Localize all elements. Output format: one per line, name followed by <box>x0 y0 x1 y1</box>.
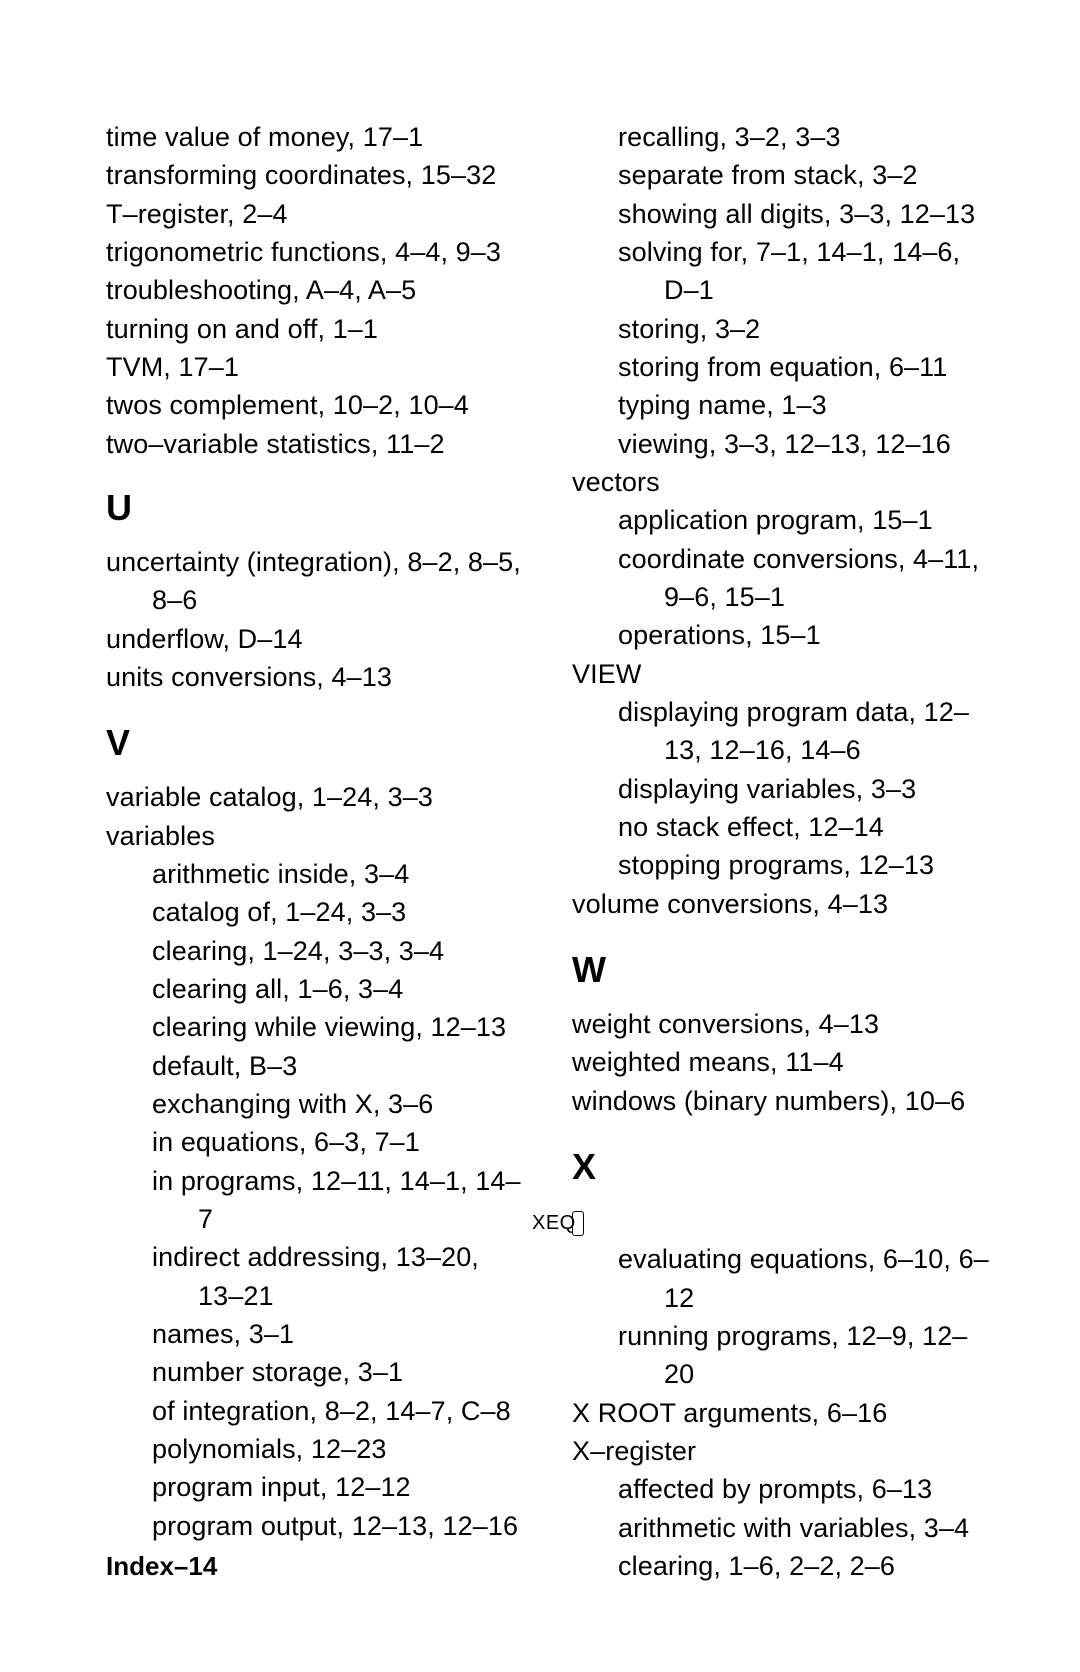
index-subentry: exchanging with X, 3–6 <box>106 1085 524 1123</box>
index-page: time value of money, 17–1 transforming c… <box>0 0 1080 1672</box>
index-entry-key: XEQ <box>572 1202 990 1240</box>
index-entry: turning on and off, 1–1 <box>106 310 524 348</box>
index-subentry: clearing, 1–6, 2–2, 2–6 <box>572 1547 990 1585</box>
left-column: time value of money, 17–1 transforming c… <box>106 118 524 1585</box>
section-heading-w: W <box>572 949 990 991</box>
index-entry: time value of money, 17–1 <box>106 118 524 156</box>
index-subentry: of integration, 8–2, 14–7, C–8 <box>106 1392 524 1430</box>
index-subentry: clearing while viewing, 12–13 <box>106 1008 524 1046</box>
index-subentry: displaying program data, 12–13, 12–16, 1… <box>572 693 990 770</box>
index-subentry: evaluating equations, 6–10, 6–12 <box>572 1240 990 1317</box>
page-footer: Index–14 <box>106 1551 217 1582</box>
index-subentry: names, 3–1 <box>106 1315 524 1353</box>
index-subentry: default, B–3 <box>106 1047 524 1085</box>
index-entry: T–register, 2–4 <box>106 195 524 233</box>
index-subentry: displaying variables, 3–3 <box>572 770 990 808</box>
index-entry: windows (binary numbers), 10–6 <box>572 1082 990 1120</box>
index-entry: transforming coordinates, 15–32 <box>106 156 524 194</box>
index-subentry: polynomials, 12–23 <box>106 1430 524 1468</box>
index-entry: volume conversions, 4–13 <box>572 885 990 923</box>
index-subentry: running programs, 12–9, 12–20 <box>572 1317 990 1394</box>
right-column: recalling, 3–2, 3–3 separate from stack,… <box>572 118 990 1585</box>
index-subentry: solving for, 7–1, 14–1, 14–6, D–1 <box>572 233 990 310</box>
index-subentry: viewing, 3–3, 12–13, 12–16 <box>572 425 990 463</box>
index-subentry: clearing all, 1–6, 3–4 <box>106 970 524 1008</box>
index-subentry: operations, 15–1 <box>572 616 990 654</box>
index-subentry: catalog of, 1–24, 3–3 <box>106 893 524 931</box>
index-entry: units conversions, 4–13 <box>106 658 524 696</box>
index-subentry: coordinate conversions, 4–11, 9–6, 15–1 <box>572 540 990 617</box>
index-entry: weighted means, 11–4 <box>572 1043 990 1081</box>
index-entry: X ROOT arguments, 6–16 <box>572 1394 990 1432</box>
index-entry: TVM, 17–1 <box>106 348 524 386</box>
section-heading-x: X <box>572 1146 990 1188</box>
index-subentry: application program, 15–1 <box>572 501 990 539</box>
index-subentry: program output, 12–13, 12–16 <box>106 1507 524 1545</box>
index-subentry: storing, 3–2 <box>572 310 990 348</box>
index-subentry: affected by prompts, 6–13 <box>572 1470 990 1508</box>
two-column-layout: time value of money, 17–1 transforming c… <box>106 118 990 1585</box>
xeq-key-icon: XEQ <box>572 1211 584 1236</box>
index-entry: variable catalog, 1–24, 3–3 <box>106 778 524 816</box>
index-subentry: indirect addressing, 13–20, 13–21 <box>106 1238 524 1315</box>
index-subentry: in equations, 6–3, 7–1 <box>106 1123 524 1161</box>
index-entry: underflow, D–14 <box>106 620 524 658</box>
index-subentry: showing all digits, 3–3, 12–13 <box>572 195 990 233</box>
index-subentry: recalling, 3–2, 3–3 <box>572 118 990 156</box>
index-subentry: clearing, 1–24, 3–3, 3–4 <box>106 932 524 970</box>
index-entry: variables <box>106 817 524 855</box>
index-entry: vectors <box>572 463 990 501</box>
index-entry: VIEW <box>572 655 990 693</box>
index-entry: weight conversions, 4–13 <box>572 1005 990 1043</box>
index-subentry: stopping programs, 12–13 <box>572 846 990 884</box>
index-subentry: arithmetic inside, 3–4 <box>106 855 524 893</box>
index-subentry: storing from equation, 6–11 <box>572 348 990 386</box>
section-heading-u: U <box>106 487 524 529</box>
index-subentry: number storage, 3–1 <box>106 1353 524 1391</box>
index-entry: trigonometric functions, 4–4, 9–3 <box>106 233 524 271</box>
index-entry: uncertainty (integration), 8–2, 8–5, 8–6 <box>106 543 524 620</box>
index-subentry: in programs, 12–11, 14–1, 14–7 <box>106 1162 524 1239</box>
index-subentry: typing name, 1–3 <box>572 386 990 424</box>
index-subentry: arithmetic with variables, 3–4 <box>572 1509 990 1547</box>
index-subentry: no stack effect, 12–14 <box>572 808 990 846</box>
index-entry: two–variable statistics, 11–2 <box>106 425 524 463</box>
index-subentry: program input, 12–12 <box>106 1468 524 1506</box>
index-entry: troubleshooting, A–4, A–5 <box>106 271 524 309</box>
section-heading-v: V <box>106 722 524 764</box>
index-subentry: separate from stack, 3–2 <box>572 156 990 194</box>
index-entry: twos complement, 10–2, 10–4 <box>106 386 524 424</box>
index-entry: X–register <box>572 1432 990 1470</box>
